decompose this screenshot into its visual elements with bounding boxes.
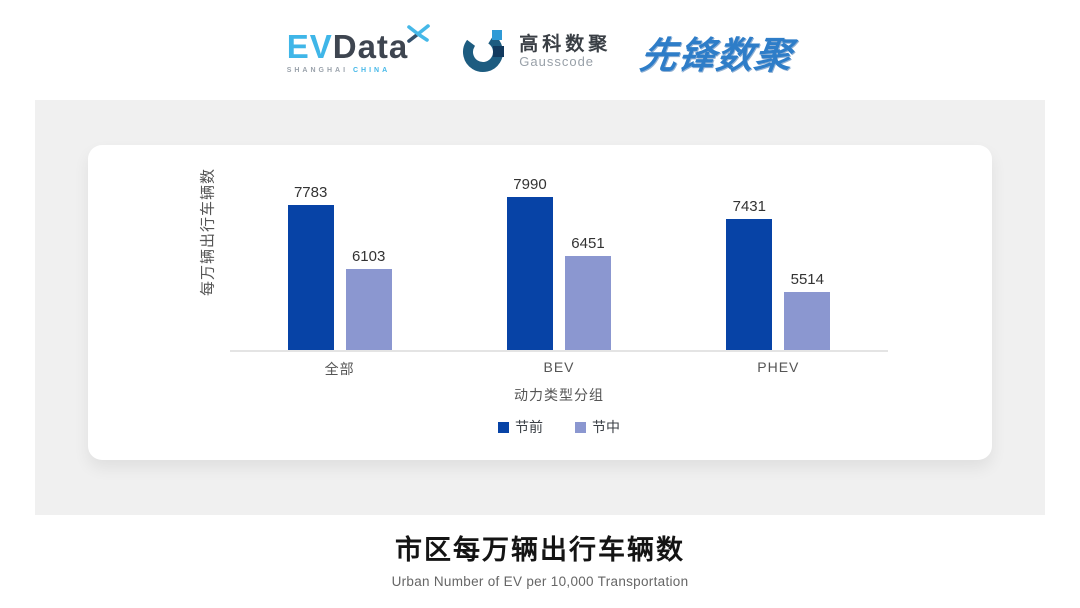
chart-legend: 节前 节中 bbox=[230, 417, 888, 437]
category-label-PHEV: PHEV bbox=[757, 359, 800, 375]
logo-header: EVData SHANGHAI CHINA 高科数聚 Gausscode bbox=[0, 10, 1080, 94]
bar-group-全部: 7783 6103 bbox=[230, 145, 449, 350]
y-axis-label: 每万辆出行车辆数 bbox=[199, 167, 217, 297]
legend-item-节中: 节中 bbox=[575, 417, 620, 437]
legend-swatch-icon bbox=[575, 421, 586, 433]
evdata-logo: EVData SHANGHAI CHINA bbox=[287, 24, 433, 74]
bar-value-label: 6103 bbox=[351, 248, 386, 265]
bar-value-label: 7990 bbox=[513, 176, 547, 193]
bar-节前-全部 bbox=[287, 205, 334, 350]
gausscode-en-name: Gausscode bbox=[519, 54, 595, 70]
bar-column: 6451 bbox=[564, 235, 611, 350]
gausscode-logo: 高科数聚 Gausscode bbox=[462, 26, 611, 79]
legend-label: 节中 bbox=[592, 419, 620, 435]
bar-column: 5514 bbox=[784, 271, 831, 350]
bar-value-label: 7783 bbox=[293, 184, 328, 201]
evdata-data-text: Data bbox=[332, 28, 409, 65]
evdata-wordmark: EVData bbox=[287, 30, 409, 63]
bar-group-PHEV: 7431 5514 bbox=[669, 145, 888, 350]
pioneer-data-logo: 先锋数聚 bbox=[637, 35, 796, 76]
gausscode-g-icon bbox=[462, 26, 510, 79]
x-axis-title: 动力类型分组 bbox=[514, 387, 604, 403]
bar-节中-BEV bbox=[564, 256, 611, 350]
legend-label: 节前 bbox=[515, 419, 543, 435]
plot-area: 7783 6103 7990 6451 7431 5514 bbox=[230, 145, 888, 352]
bar-节中-PHEV bbox=[784, 292, 831, 350]
evdata-shanghai-text: SHANGHAI bbox=[286, 67, 349, 74]
bar-column: 7990 bbox=[506, 176, 553, 350]
legend-swatch-icon bbox=[498, 421, 509, 433]
bar-column: 6103 bbox=[345, 248, 392, 350]
bar-column: 7783 bbox=[287, 184, 334, 350]
evdata-china-text: CHINA bbox=[353, 67, 391, 74]
bar-column: 7431 bbox=[726, 198, 773, 350]
chart-title: 市区每万辆出行车辆数 bbox=[395, 535, 685, 565]
evdata-subtitle: SHANGHAI CHINA bbox=[287, 67, 409, 74]
chart-subtitle-en: Urban Number of EV per 10,000 Transporta… bbox=[391, 574, 689, 589]
bar-value-label: 5514 bbox=[790, 271, 824, 288]
bar-节前-PHEV bbox=[726, 219, 773, 350]
category-axis: 全部 BEV PHEV bbox=[230, 359, 888, 379]
chart-card: 每万辆出行车辆数 7783 6103 7990 6451 7431 5514 全部 BEV P… bbox=[88, 145, 992, 460]
evdata-sparkle-icon bbox=[406, 24, 431, 49]
gausscode-cn-name: 高科数聚 bbox=[519, 33, 612, 55]
chart-caption: 市区每万辆出行车辆数 Urban Number of EV per 10,000… bbox=[0, 528, 1080, 589]
bar-value-label: 6451 bbox=[571, 235, 605, 252]
category-label-BEV: BEV bbox=[543, 359, 575, 375]
evdata-ev-text: EV bbox=[286, 28, 333, 65]
gausscode-text: 高科数聚 Gausscode bbox=[519, 34, 611, 71]
bar-节中-全部 bbox=[345, 269, 392, 350]
bar-节前-BEV bbox=[506, 197, 553, 350]
chart-panel: 每万辆出行车辆数 7783 6103 7990 6451 7431 5514 全部 BEV P… bbox=[35, 100, 1045, 515]
bar-group-BEV: 7990 6451 bbox=[449, 145, 668, 350]
bar-value-label: 7431 bbox=[732, 198, 766, 215]
legend-item-节前: 节前 bbox=[498, 417, 543, 437]
category-label-全部: 全部 bbox=[324, 361, 355, 377]
